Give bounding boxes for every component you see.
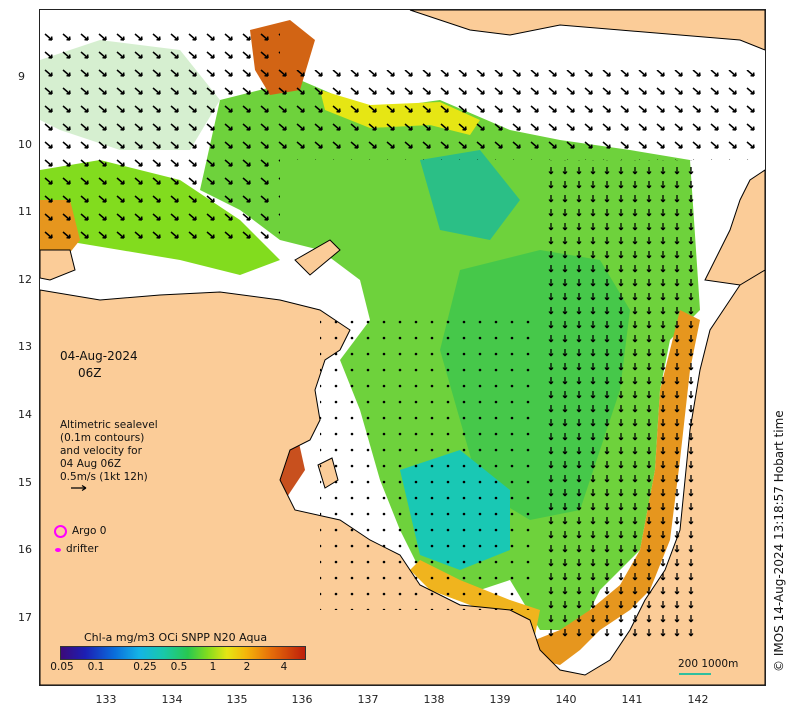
argo-marker-icon [54, 525, 67, 538]
lat-tick: 9 [18, 70, 25, 83]
lon-tick: 141 [621, 693, 643, 706]
depth-scale-line [679, 673, 711, 675]
lat-tick: 13 [18, 340, 32, 353]
lon-tick: 135 [226, 693, 248, 706]
legend-line: (0.1m contours) [60, 432, 145, 444]
lon-tick: 139 [489, 693, 511, 706]
legend-sealevel: Altimetric sealevel (0.1m contours) and … [60, 419, 158, 484]
lon-tick: 133 [95, 693, 117, 706]
legend-line: 0.5m/s (1kt 12h) [60, 471, 148, 483]
colorbar-tick: 0.05 [50, 661, 74, 673]
drifter-label: drifter [66, 543, 99, 555]
chl-low-patch2 [420, 150, 520, 240]
legend-line: Altimetric sealevel [60, 419, 158, 431]
lat-tick: 11 [18, 205, 32, 218]
legend-line: and velocity for [60, 445, 142, 457]
colorbar-tick: 0.25 [133, 661, 157, 673]
land-cape-york [704, 169, 765, 286]
island-wessel [294, 239, 341, 276]
legend-line: 04 Aug 06Z [60, 458, 122, 470]
map-plot-area[interactable] [39, 9, 766, 686]
colorbar [60, 646, 306, 660]
lon-tick: 138 [423, 693, 445, 706]
colorbar-tick: 0.1 [87, 661, 105, 673]
velocity-scale-arrow-icon [71, 484, 87, 492]
colorbar-tick: 4 [280, 661, 288, 673]
lat-tick: 16 [18, 543, 32, 556]
argo-label: Argo 0 [72, 525, 107, 537]
lat-tick: 15 [18, 476, 32, 489]
colorbar-tick: 0.5 [170, 661, 188, 673]
land-new-guinea [409, 10, 765, 51]
lon-tick: 136 [291, 693, 313, 706]
lon-tick: 134 [161, 693, 183, 706]
map-graphic [40, 10, 765, 685]
map-date: 04-Aug-2024 [60, 349, 138, 363]
lat-tick: 10 [18, 138, 32, 151]
lon-tick: 142 [687, 693, 709, 706]
velocity-arrows-west [40, 30, 280, 240]
lon-tick: 137 [357, 693, 379, 706]
map-time: 06Z [78, 366, 102, 380]
colorbar-tick: 1 [209, 661, 217, 673]
lat-tick: 17 [18, 611, 32, 624]
lat-tick: 12 [18, 273, 32, 286]
velocity-arrows-gulf [540, 160, 700, 640]
island-melville [40, 249, 76, 281]
velocity-arrows-north [280, 70, 760, 160]
depth-scale-label: 200 1000m [678, 658, 739, 670]
lat-tick: 14 [18, 408, 32, 421]
credit-text: © IMOS 14-Aug-2024 13:18:57 Hobart time [772, 410, 786, 672]
colorbar-title: Chl-a mg/m3 OCi SNPP N20 Aqua [84, 631, 268, 644]
drifter-marker-icon [55, 548, 61, 552]
colorbar-tick: 2 [243, 661, 251, 673]
lon-tick: 140 [555, 693, 577, 706]
velocity-arrows-centre [320, 310, 540, 610]
